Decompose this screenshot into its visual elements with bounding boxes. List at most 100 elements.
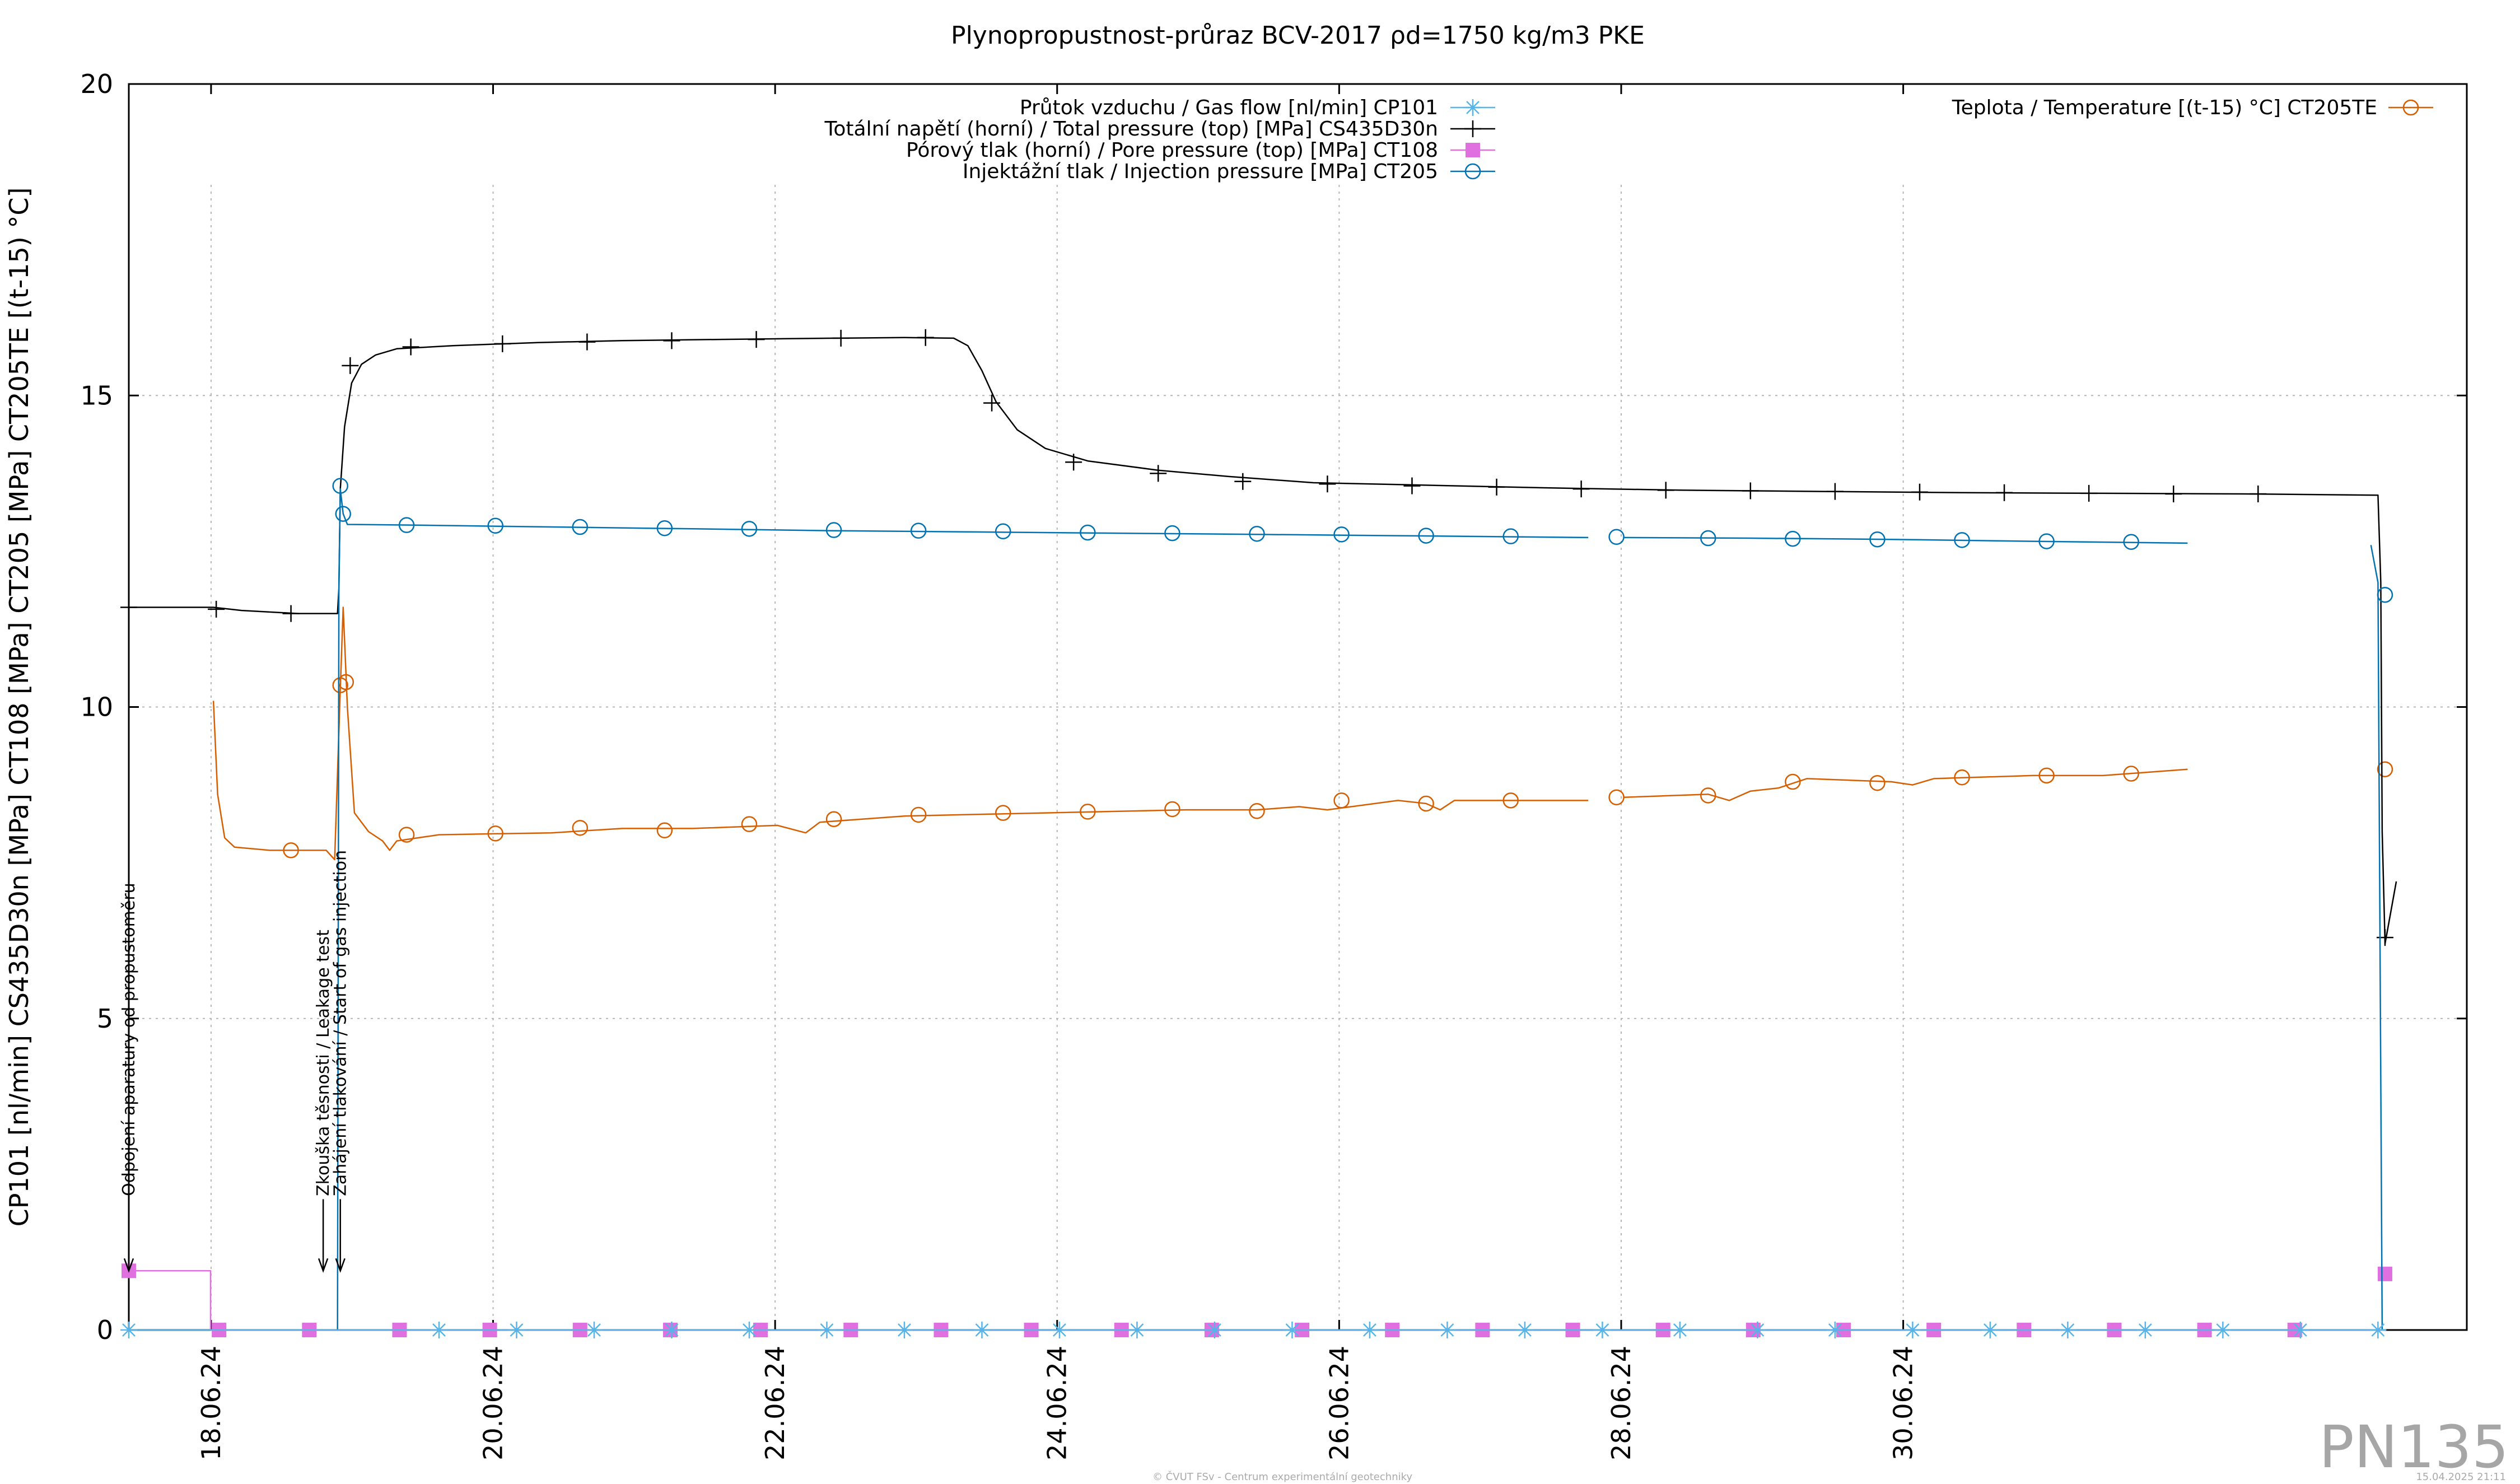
data-point bbox=[1080, 524, 1096, 541]
data-point bbox=[818, 1322, 836, 1338]
data-point bbox=[825, 811, 842, 827]
x-tick-label: 30.06.24 bbox=[1888, 1346, 1919, 1460]
data-point bbox=[1904, 1322, 1921, 1338]
series-line bbox=[1623, 536, 2188, 544]
data-point bbox=[917, 329, 934, 346]
watermark: PN135 bbox=[2319, 1413, 2509, 1481]
data-point bbox=[1742, 482, 1759, 500]
annotation-arrowhead bbox=[123, 1258, 134, 1273]
data-point bbox=[585, 1322, 603, 1338]
data-point bbox=[1051, 1322, 1068, 1338]
legend-label: Pórový tlak (horní) / Pore pressure (top… bbox=[906, 139, 1438, 162]
data-point bbox=[572, 519, 589, 535]
legend-left: Průtok vzduchu / Gas flow [nl/min] CP101… bbox=[824, 96, 1495, 183]
data-point bbox=[1869, 774, 1886, 791]
annotation: Odpojení aparatury od propustoměru bbox=[119, 883, 139, 1273]
series-line bbox=[1623, 768, 2188, 801]
data-point bbox=[1418, 528, 1434, 544]
data-point bbox=[2080, 484, 2098, 502]
data-point bbox=[1403, 477, 1421, 494]
data-point bbox=[283, 842, 299, 858]
data-point bbox=[1700, 787, 1716, 804]
chart-title: Plynopropustnost-průraz BCV-2017 ρd=1750… bbox=[951, 21, 1645, 50]
data-point bbox=[1826, 1322, 1844, 1338]
data-point bbox=[983, 394, 1001, 412]
data-point bbox=[2376, 929, 2393, 946]
series-4 bbox=[212, 606, 2393, 861]
data-point bbox=[1608, 789, 1625, 806]
x-tick-label: 20.06.24 bbox=[478, 1346, 508, 1460]
series-0 bbox=[120, 1322, 2387, 1338]
data-point bbox=[335, 506, 352, 522]
y-tick-label: 20 bbox=[80, 69, 113, 99]
data-point bbox=[1466, 143, 1480, 157]
data-point bbox=[2214, 1322, 2232, 1338]
data-point bbox=[1439, 1322, 1456, 1338]
data-point bbox=[1150, 465, 1167, 482]
data-point bbox=[656, 520, 673, 536]
x-tick-label: 24.06.24 bbox=[1042, 1346, 1072, 1460]
data-point bbox=[1234, 473, 1252, 490]
y-tick-label: 10 bbox=[80, 692, 113, 722]
data-point bbox=[910, 522, 927, 539]
data-point bbox=[487, 517, 503, 534]
data-point bbox=[1594, 1322, 1611, 1338]
data-point bbox=[1785, 530, 1801, 547]
data-point bbox=[663, 332, 680, 349]
data-point bbox=[578, 333, 596, 351]
x-tick-label: 18.06.24 bbox=[196, 1346, 226, 1460]
legend-entry: Totální napětí (horní) / Total pressure … bbox=[824, 118, 1495, 141]
annotation-label: Zahájení tlakování / Start of gas inject… bbox=[331, 850, 351, 1196]
annotation-arrowhead bbox=[318, 1258, 329, 1273]
data-point bbox=[494, 335, 511, 352]
data-point bbox=[1657, 482, 1674, 499]
data-point bbox=[342, 357, 359, 374]
data-point bbox=[208, 600, 225, 618]
legend-label: Průtok vzduchu / Gas flow [nl/min] CP101 bbox=[1020, 96, 1438, 119]
data-point bbox=[995, 523, 1011, 540]
data-point bbox=[1249, 525, 1265, 542]
data-point bbox=[120, 599, 137, 616]
legend-label: Teplota / Temperature [(t-15) °C] CT205T… bbox=[1952, 96, 2377, 119]
data-point bbox=[1826, 483, 1844, 500]
data-point bbox=[1488, 478, 1505, 496]
series-layer bbox=[120, 329, 2397, 1338]
data-point bbox=[2123, 534, 2139, 550]
data-point bbox=[398, 517, 415, 533]
data-point bbox=[1911, 483, 1928, 501]
series-3 bbox=[332, 478, 2393, 1331]
data-point bbox=[2377, 1266, 2392, 1281]
annotation: Zahájení tlakování / Start of gas inject… bbox=[331, 850, 351, 1273]
data-point bbox=[1700, 530, 1716, 547]
data-point bbox=[1785, 773, 1801, 790]
data-point bbox=[572, 820, 589, 836]
annotation-arrowhead bbox=[335, 1258, 346, 1273]
legend-label: Totální napětí (horní) / Total pressure … bbox=[824, 118, 1439, 141]
data-point bbox=[1080, 804, 1096, 820]
data-point bbox=[398, 827, 415, 843]
data-point bbox=[1981, 1322, 1999, 1338]
data-point bbox=[1954, 532, 1970, 548]
data-point bbox=[120, 1322, 137, 1338]
y-tick-label: 15 bbox=[80, 380, 113, 410]
series-1 bbox=[120, 329, 2397, 946]
y-ticks: 0 5 10 15 20 bbox=[80, 69, 2467, 1345]
data-point bbox=[1206, 1322, 1223, 1338]
legend-entry: Injektážní tlak / Injection pressure [MP… bbox=[963, 160, 1495, 183]
x-tick-label: 28.06.24 bbox=[1606, 1346, 1636, 1460]
data-point bbox=[2402, 99, 2419, 116]
footer-copyright: © ČVUT FSv - Centrum experimentální geot… bbox=[1152, 1471, 1412, 1483]
data-point bbox=[1749, 1322, 1766, 1338]
data-point bbox=[2038, 767, 2055, 784]
y-tick-label: 0 bbox=[97, 1315, 113, 1345]
data-point bbox=[1516, 1322, 1533, 1338]
data-point bbox=[1954, 769, 1970, 786]
data-point bbox=[741, 521, 758, 537]
legend-entry: Pórový tlak (horní) / Pore pressure (top… bbox=[906, 139, 1495, 162]
data-point bbox=[1418, 795, 1434, 812]
legend-right: Teplota / Temperature [(t-15) °C] CT205T… bbox=[1952, 96, 2433, 119]
data-point bbox=[2369, 1322, 2387, 1338]
data-point bbox=[1464, 99, 1481, 116]
annotation-label: Zkouška těsnosti / Leakage test bbox=[314, 930, 333, 1196]
